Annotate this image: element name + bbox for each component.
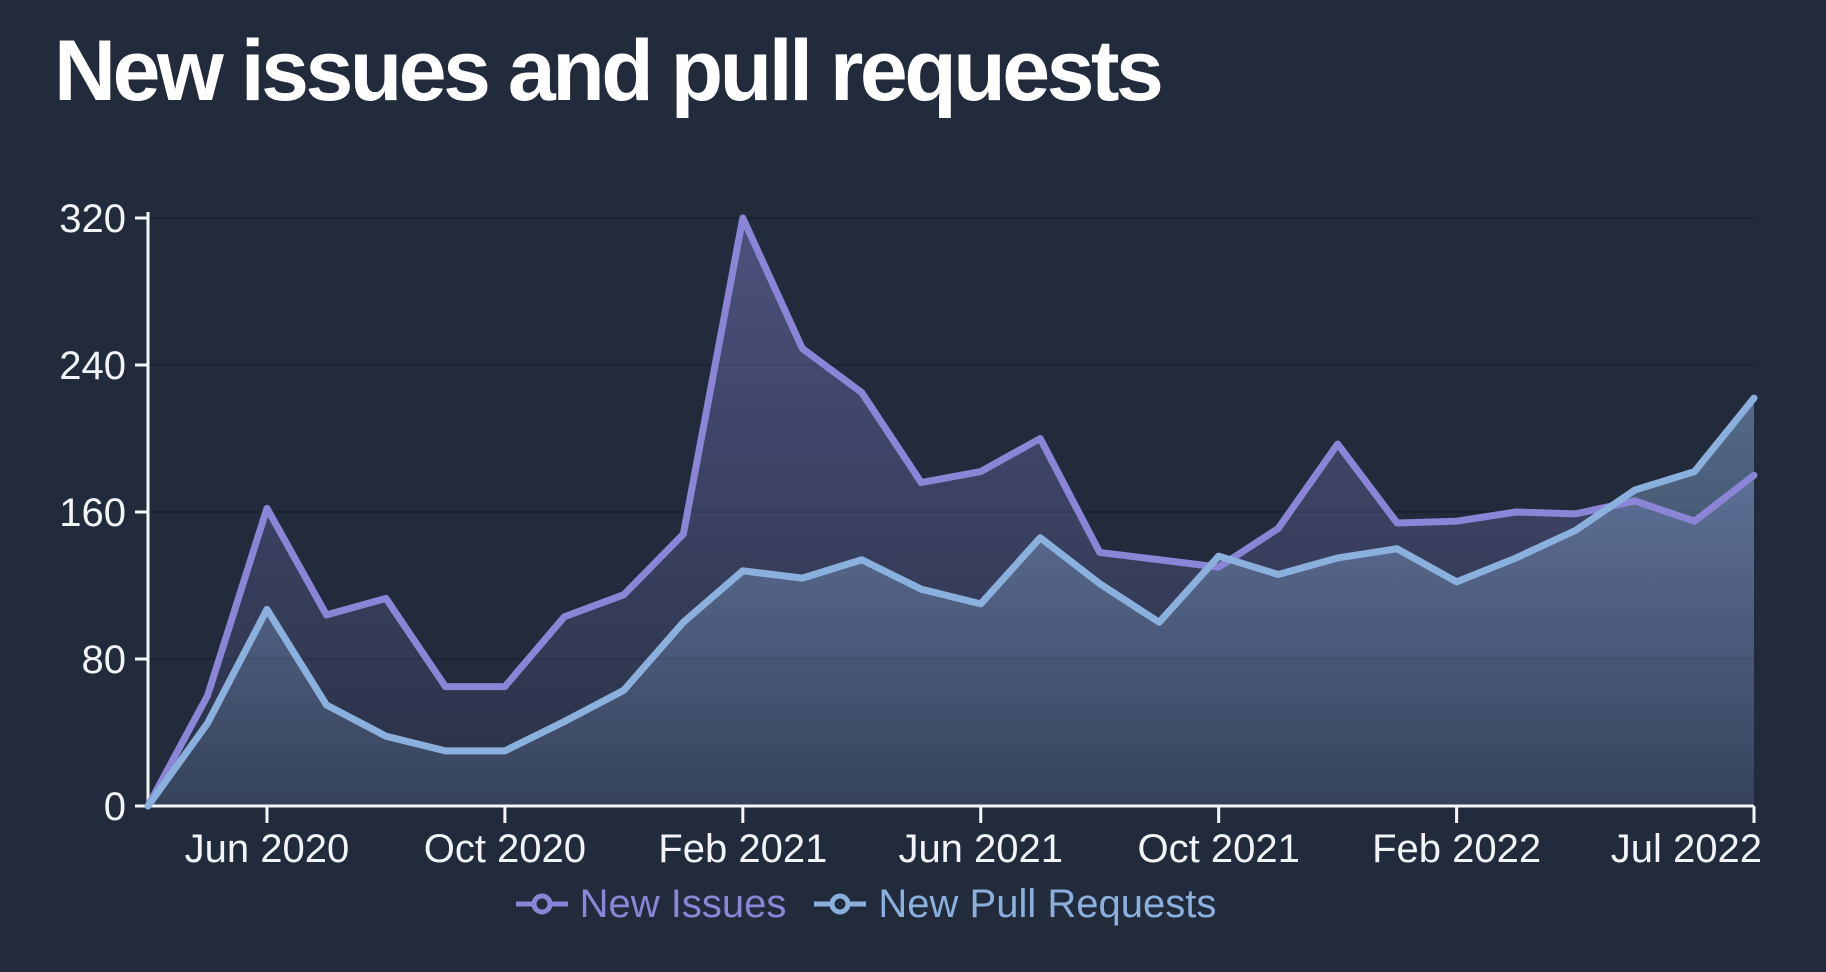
- x-axis-label: Oct 2020: [424, 827, 586, 871]
- chart-legend: New Issues New Pull Requests: [0, 884, 1778, 924]
- series-line-new-issues[interactable]: [144, 214, 1758, 810]
- y-axis-label: 80: [82, 638, 127, 682]
- legend-item-new-pull-requests[interactable]: New Pull Requests: [812, 884, 1216, 924]
- y-axis-label: 160: [59, 491, 126, 535]
- legend-label: New Issues: [579, 882, 787, 926]
- chart-title: New issues and pull requests: [54, 23, 1164, 119]
- y-axis-label: 240: [59, 344, 126, 388]
- series-line-circle-icon: [814, 893, 867, 915]
- x-axis-label: Feb 2021: [658, 827, 827, 871]
- x-axis-label: Jun 2021: [898, 827, 1063, 871]
- series-area-new-pull-requests: [148, 398, 1754, 806]
- legend-label: New Pull Requests: [878, 882, 1217, 926]
- x-axis-label: Feb 2022: [1372, 827, 1541, 871]
- x-axis-label: Jun 2020: [185, 827, 350, 871]
- legend-item-new-issues[interactable]: New Issues: [514, 882, 787, 926]
- series-line-new-pull-requests[interactable]: [144, 394, 1758, 810]
- y-axis-label: 320: [59, 197, 126, 241]
- y-axis-label: 0: [104, 785, 126, 829]
- x-axis-label: Jul 2022: [1611, 827, 1762, 871]
- x-axis-label: Oct 2021: [1138, 827, 1300, 871]
- series-line-circle-icon: [515, 893, 568, 915]
